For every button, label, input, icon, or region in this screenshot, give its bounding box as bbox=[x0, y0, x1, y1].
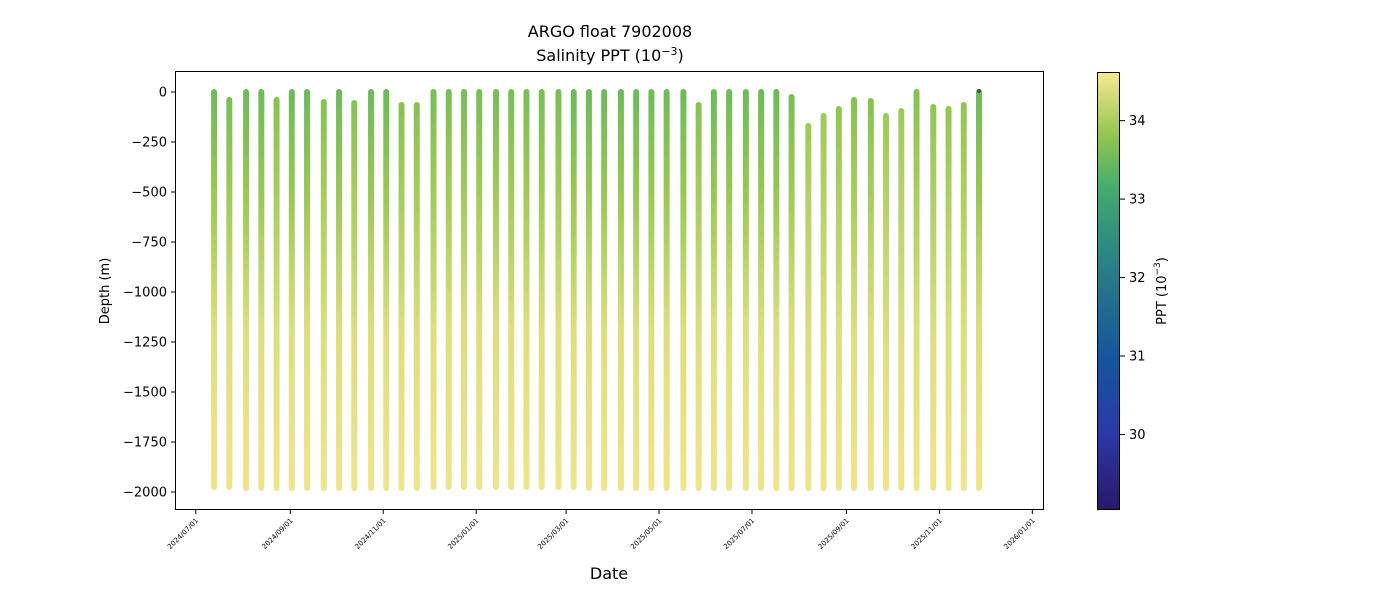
colorbar-tick-label: 32 bbox=[1129, 271, 1146, 286]
colorbar-tick-label: 31 bbox=[1129, 350, 1146, 365]
profile-2024-12-04 bbox=[430, 89, 437, 490]
chart-subtitle: Salinity PPT (10−3) bbox=[425, 45, 795, 65]
subtitle-text: Salinity PPT (10 bbox=[536, 46, 662, 65]
colorbar-tick-label: 34 bbox=[1129, 114, 1146, 129]
profile-2025-10-17 bbox=[913, 89, 920, 491]
profile-2025-04-26 bbox=[648, 89, 655, 491]
y-tick-label: −500 bbox=[131, 186, 167, 201]
profile-2025-01-24 bbox=[508, 89, 515, 490]
colorbar-label-text: PPT (10 bbox=[1155, 275, 1170, 324]
y-tick-label: −1750 bbox=[123, 436, 167, 451]
profile-2024-12-14 bbox=[445, 89, 452, 490]
colorbar bbox=[1097, 72, 1120, 510]
profile-2025-02-13 bbox=[538, 89, 545, 490]
subtitle-exponent: −3 bbox=[661, 45, 678, 58]
profile-2024-11-13 bbox=[398, 102, 405, 491]
profile-2025-06-06 bbox=[710, 89, 717, 491]
profile-2024-08-03 bbox=[243, 89, 250, 491]
profile-2025-07-07 bbox=[758, 89, 765, 491]
profile-2025-04-06 bbox=[617, 89, 624, 491]
x-tick-label: 2024/09/01 bbox=[260, 517, 294, 551]
profile-2025-03-06 bbox=[570, 89, 577, 490]
colorbar-label-exponent: −3 bbox=[1153, 262, 1163, 275]
profile-2025-07-17 bbox=[773, 89, 780, 491]
y-tick-label: −750 bbox=[131, 236, 167, 251]
x-tick-label: 2025/05/01 bbox=[629, 517, 663, 551]
profile-2025-02-24 bbox=[555, 89, 562, 490]
profile-2024-11-23 bbox=[413, 102, 420, 491]
y-tick-label: −1250 bbox=[123, 336, 167, 351]
profile-2025-06-27 bbox=[742, 89, 749, 491]
colorbar-tick-label: 33 bbox=[1129, 193, 1146, 208]
profile-top-marker bbox=[977, 89, 982, 93]
y-tick-label: −250 bbox=[131, 136, 167, 151]
profile-2025-07-27 bbox=[788, 94, 795, 491]
profile-2024-08-13 bbox=[258, 89, 265, 491]
x-tick-label: 2025/07/01 bbox=[722, 517, 756, 551]
y-tick-label: −1500 bbox=[123, 386, 167, 401]
profile-2025-06-16 bbox=[726, 89, 733, 491]
x-tick-label: 2026/01/01 bbox=[1003, 517, 1037, 551]
profile-2025-11-27 bbox=[976, 89, 983, 491]
profile-2025-01-14 bbox=[492, 89, 499, 490]
profile-2024-07-23 bbox=[226, 97, 233, 490]
x-axis-label: Date bbox=[590, 564, 628, 583]
colorbar-label-text-end: ) bbox=[1155, 257, 1170, 262]
x-tick-label: 2025/09/01 bbox=[817, 517, 851, 551]
y-tick-label: 0 bbox=[159, 86, 167, 101]
subtitle-text-end: ) bbox=[677, 46, 684, 65]
chart-title: ARGO float 7902008 bbox=[527, 22, 693, 41]
x-tick-label: 2025/01/01 bbox=[446, 517, 480, 551]
profile-2025-08-17 bbox=[820, 113, 827, 491]
x-axis: 2024/07/01 2024/09/01 2024/11/01 2025/01/01… bbox=[166, 509, 1037, 551]
y-axis-label: Depth (m) bbox=[98, 258, 113, 325]
colorbar-axis: 30 31 32 33 34 bbox=[1120, 114, 1146, 443]
profile-2025-03-26 bbox=[601, 89, 608, 491]
x-tick-label: 2025/11/01 bbox=[910, 517, 944, 551]
profile-2024-11-03 bbox=[383, 89, 390, 491]
profile-2025-09-17 bbox=[867, 98, 874, 491]
profile-2025-09-27 bbox=[883, 113, 890, 491]
profile-2024-12-24 bbox=[460, 89, 467, 490]
profile-2025-01-03 bbox=[476, 89, 483, 490]
profile-2025-02-03 bbox=[523, 89, 530, 490]
profile-2025-10-28 bbox=[930, 104, 937, 491]
profile-2025-05-17 bbox=[680, 89, 687, 491]
profile-2025-08-07 bbox=[805, 123, 812, 491]
colorbar-tick-label: 30 bbox=[1129, 428, 1146, 443]
profile-2025-05-06 bbox=[663, 89, 670, 491]
x-tick-label: 2024/11/01 bbox=[353, 517, 387, 551]
y-tick-label: −2000 bbox=[123, 486, 167, 501]
y-axis: 0 −250 −500 −750 −1000 −1250 −1500 −1750 −2000 bbox=[123, 86, 176, 501]
x-tick-label: 2025/03/01 bbox=[536, 517, 570, 551]
profile-2025-10-07 bbox=[898, 108, 905, 491]
profile-2025-03-16 bbox=[585, 89, 592, 491]
profile-2024-10-03 bbox=[336, 89, 343, 491]
profile-2025-11-07 bbox=[945, 106, 952, 491]
profiles-layer bbox=[211, 89, 983, 491]
profile-2025-11-17 bbox=[960, 102, 967, 491]
profile-2025-08-27 bbox=[835, 106, 842, 491]
x-tick-label: 2024/07/01 bbox=[166, 517, 200, 551]
profile-2024-10-13 bbox=[351, 100, 358, 491]
profile-2024-08-23 bbox=[273, 97, 280, 491]
profile-2025-09-06 bbox=[851, 97, 858, 491]
profile-2025-05-27 bbox=[695, 102, 702, 491]
y-tick-label: −1000 bbox=[123, 286, 167, 301]
profile-2024-07-13 bbox=[211, 89, 218, 490]
profile-2025-04-16 bbox=[633, 89, 640, 491]
profile-2024-09-12 bbox=[304, 89, 311, 491]
profile-2024-09-23 bbox=[320, 99, 327, 491]
profile-2024-10-24 bbox=[368, 89, 375, 491]
colorbar-label: PPT (10−3) bbox=[1153, 257, 1170, 325]
profile-2024-09-02 bbox=[288, 89, 295, 491]
plot-frame bbox=[175, 71, 1044, 510]
